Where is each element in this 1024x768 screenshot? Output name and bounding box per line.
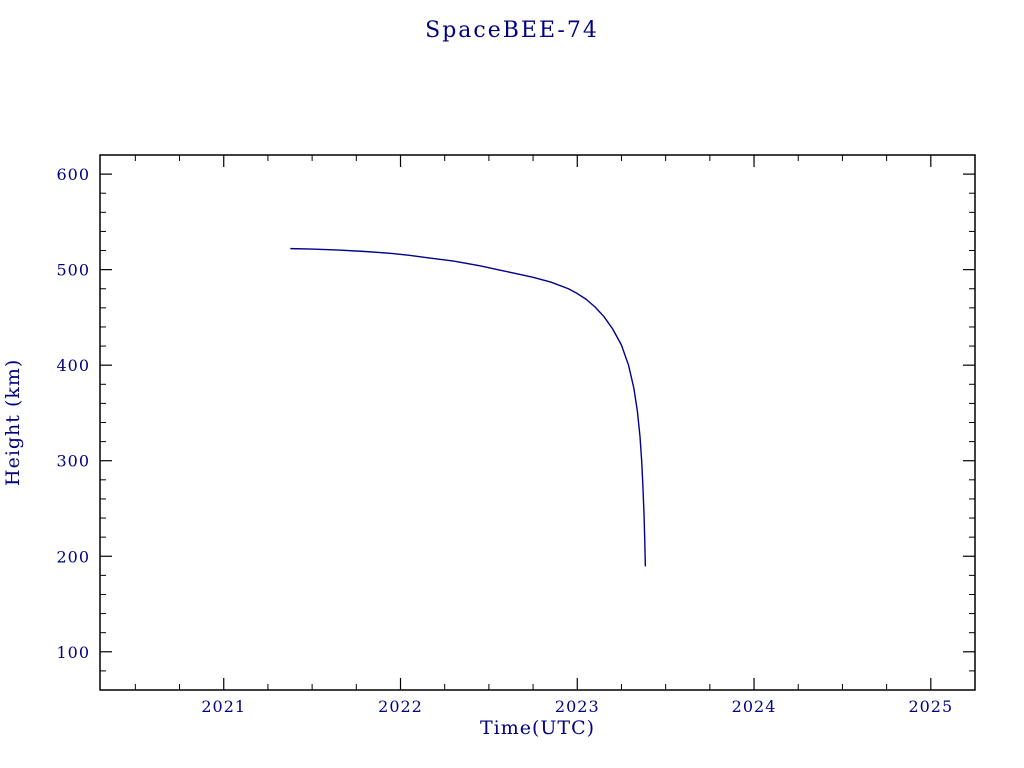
y-tick-label: 200 [56, 547, 90, 566]
x-tick-label: 2025 [908, 697, 953, 716]
x-tick-label: 2023 [555, 697, 600, 716]
y-tick-label: 400 [56, 356, 90, 375]
y-tick-label: 100 [56, 643, 90, 662]
y-axis-label: Height (km) [2, 358, 24, 487]
y-tick-label: 300 [56, 452, 90, 471]
y-tick-label: 500 [56, 261, 90, 280]
plot-frame [99, 154, 976, 691]
x-axis-label: Time(UTC) [479, 717, 596, 739]
chart-title: SpaceBEE-74 [425, 18, 599, 43]
x-tick-label: 2022 [378, 697, 423, 716]
height-decay-line [290, 247, 647, 567]
x-tick-label: 2024 [732, 697, 777, 716]
y-tick-label: 600 [56, 165, 90, 184]
x-tick-label: 2021 [201, 697, 246, 716]
